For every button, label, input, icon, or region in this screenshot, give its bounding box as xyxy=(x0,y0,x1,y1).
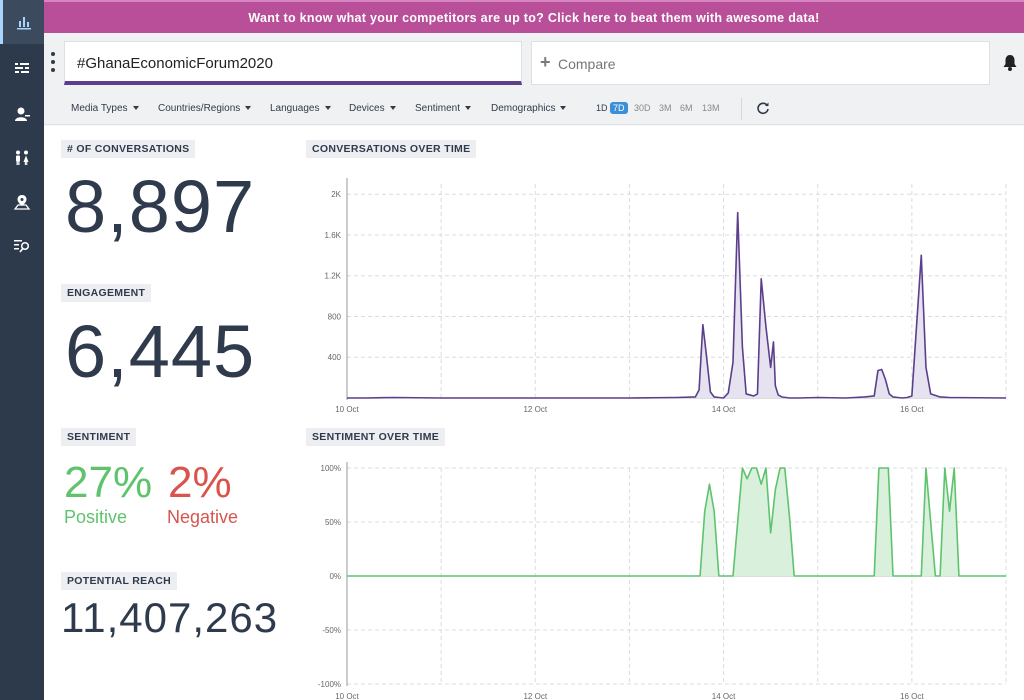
bell-icon[interactable] xyxy=(1002,54,1018,72)
sidebar-item-analytics[interactable] xyxy=(0,0,44,44)
filter-devices[interactable]: Devices xyxy=(349,103,396,114)
caret-down-icon xyxy=(324,106,331,111)
conversations-chart[interactable]: 400 800 1.2K 1.6K 2K 10 Oct 12 Oct 14 Oct 16 Oct xyxy=(294,166,1009,416)
series-line[interactable] xyxy=(347,211,1007,399)
x-tick-label: 12 Oct xyxy=(523,405,547,414)
caret-down-icon xyxy=(245,106,252,111)
y-tick-label: -50% xyxy=(322,626,341,635)
sidebar-item-demographics[interactable] xyxy=(0,136,44,180)
filter-sentiment[interactable]: Sentiment xyxy=(415,103,472,114)
x-tick-label: 16 Oct xyxy=(900,692,924,700)
y-tick-label: -100% xyxy=(318,680,341,689)
sentiment-chart[interactable]: -100% -50% 0% 50% 100% 10 Oct 12 Oct 14 Oct 16 O… xyxy=(294,454,1009,700)
range-1d[interactable]: 1D xyxy=(596,103,608,113)
promo-banner[interactable]: Want to know what your competitors are u… xyxy=(44,0,1024,33)
y-tick-label: 2K xyxy=(331,190,341,199)
filter-label: Languages xyxy=(270,103,320,114)
range-7d[interactable]: 7D xyxy=(610,102,628,114)
filter-media-types[interactable]: Media Types xyxy=(71,103,139,114)
filter-label: Sentiment xyxy=(415,103,461,114)
y-tick-label: 1.2K xyxy=(325,272,342,281)
range-6m[interactable]: 6M xyxy=(680,103,693,113)
filter-label: Devices xyxy=(349,103,385,114)
user-profile-icon xyxy=(15,107,30,121)
engagement-value: 6,445 xyxy=(65,310,256,393)
y-tick-label: 1.6K xyxy=(325,231,342,240)
dashboard-content: # OF CONVERSATIONS 8,897 ENGAGEMENT 6,44… xyxy=(44,126,1024,700)
stream-icon xyxy=(15,63,29,73)
filter-languages[interactable]: Languages xyxy=(270,103,331,114)
search-row: #GhanaEconomicForum2020 + Compare xyxy=(44,33,1024,93)
sentiment-chart-title: SENTIMENT OVER TIME xyxy=(306,428,446,446)
y-tick-label: 0% xyxy=(329,572,341,581)
reach-label: POTENTIAL REACH xyxy=(61,572,178,590)
filter-demographics[interactable]: Demographics xyxy=(491,103,567,114)
range-3m[interactable]: 3M xyxy=(659,103,672,113)
query-text[interactable]: #GhanaEconomicForum2020 xyxy=(77,55,273,72)
refresh-icon[interactable] xyxy=(756,101,770,115)
caret-down-icon xyxy=(465,106,472,111)
series-area xyxy=(347,212,1006,398)
compare-label: Compare xyxy=(558,56,616,72)
conversations-value: 8,897 xyxy=(65,165,256,248)
caret-down-icon xyxy=(132,106,139,111)
x-tick-label: 12 Oct xyxy=(523,692,547,700)
engagement-label: ENGAGEMENT xyxy=(61,284,152,302)
series-line[interactable] xyxy=(347,467,1006,577)
query-input[interactable]: #GhanaEconomicForum2020 xyxy=(64,41,522,85)
divider xyxy=(741,98,742,120)
plus-icon: + xyxy=(540,52,551,72)
x-tick-label: 14 Oct xyxy=(712,692,736,700)
promo-banner-text[interactable]: Want to know what your competitors are u… xyxy=(248,10,820,25)
list-search-icon xyxy=(14,240,30,253)
y-tick-label: 100% xyxy=(321,464,341,473)
sidebar-item-stream[interactable] xyxy=(0,46,44,90)
x-tick-label: 16 Oct xyxy=(900,405,924,414)
filter-bar: Media Types Countries/Regions Languages … xyxy=(44,93,1024,125)
map-pin-icon xyxy=(13,195,31,210)
x-tick-label: 14 Oct xyxy=(712,405,736,414)
reach-value: 11,407,263 xyxy=(61,594,279,641)
positive-percent: 27% xyxy=(64,458,153,507)
negative-label: Negative xyxy=(167,507,239,527)
conversations-chart-title: CONVERSATIONS OVER TIME xyxy=(306,140,477,158)
filter-label: Countries/Regions xyxy=(158,103,241,114)
compare-input[interactable]: + Compare xyxy=(531,41,990,85)
sidebar xyxy=(0,0,44,700)
range-30d[interactable]: 30D xyxy=(634,103,651,113)
positive-label: Positive xyxy=(64,507,128,527)
y-tick-label: 50% xyxy=(325,518,341,527)
x-tick-label: 10 Oct xyxy=(335,405,359,414)
range-13m[interactable]: 13M xyxy=(702,103,720,113)
y-tick-label: 400 xyxy=(328,353,342,362)
kebab-menu-icon[interactable] xyxy=(49,52,57,72)
people-icon xyxy=(16,150,29,165)
caret-down-icon xyxy=(389,106,396,111)
negative-percent: 2% xyxy=(168,458,232,507)
filter-countries-regions[interactable]: Countries/Regions xyxy=(158,103,252,114)
sidebar-item-profiles[interactable] xyxy=(0,92,44,136)
sidebar-item-search-list[interactable] xyxy=(0,224,44,268)
conversations-label: # OF CONVERSATIONS xyxy=(61,140,196,158)
sentiment-label: SENTIMENT xyxy=(61,428,137,446)
y-tick-label: 800 xyxy=(328,312,342,321)
sidebar-item-locations[interactable] xyxy=(0,180,44,224)
filter-label: Media Types xyxy=(71,103,128,114)
x-tick-label: 10 Oct xyxy=(335,692,359,700)
caret-down-icon xyxy=(560,106,567,111)
filter-label: Demographics xyxy=(491,103,556,114)
bar-chart-icon xyxy=(16,17,31,30)
